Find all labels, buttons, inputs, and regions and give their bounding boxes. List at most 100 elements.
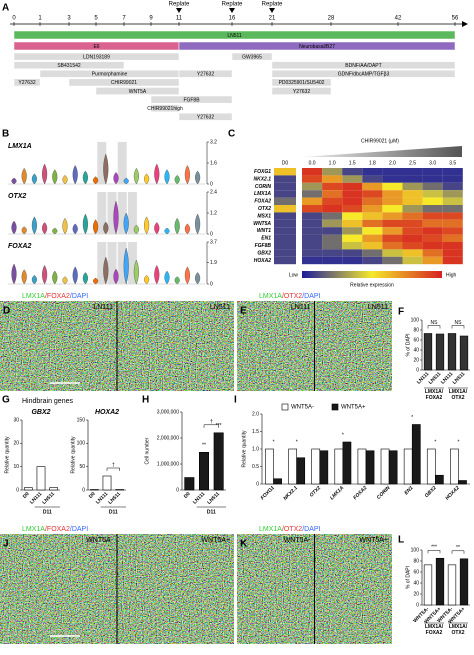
timeline-bar-label: CHIR99021: [111, 80, 137, 86]
bar: [423, 564, 433, 606]
x-tick-label: 1: [38, 16, 42, 22]
replate-label: Replate: [262, 2, 283, 8]
heat-cell: [342, 242, 363, 250]
heat-cell: [322, 205, 343, 213]
row-label: FGF8B: [255, 243, 272, 249]
x-tick-label: D0: [183, 491, 192, 500]
violin: [82, 213, 88, 235]
panel-letter: J: [3, 539, 9, 550]
y-tick-label: 2,000,000: [157, 435, 179, 441]
bar: [447, 333, 457, 371]
heat-cell: [342, 212, 363, 220]
image-title: LMX1A/FOXA2/DAPI: [22, 526, 88, 533]
legend-label: WNT5A-: [291, 405, 314, 411]
bar: [319, 450, 329, 485]
group-label-line: LMX1A/: [425, 389, 444, 395]
bar: [273, 478, 282, 485]
violin: [93, 176, 99, 185]
title-part: LMX1A: [259, 293, 282, 300]
violin: [62, 276, 68, 285]
violin: [11, 263, 17, 285]
annotation: *: [342, 432, 344, 438]
heat-cell: [274, 168, 296, 176]
heat-cell: [362, 242, 383, 250]
heat-cell: [274, 212, 296, 220]
gene-label: OTX2: [8, 193, 26, 200]
title-part: LMX1A: [22, 526, 45, 533]
row-label: WNT5A: [253, 221, 271, 227]
row-label: FOXG1: [254, 169, 271, 175]
violin: [164, 169, 170, 185]
highlight: [97, 192, 107, 234]
heat-cell: [362, 205, 383, 213]
heat-cell: [362, 190, 383, 198]
y-tick-label: 100: [77, 441, 86, 447]
bar: [365, 450, 375, 485]
replate-marker: [269, 8, 275, 13]
group-label: LMX1A/OTX2: [449, 624, 468, 636]
title-part: /DAPI: [70, 526, 88, 533]
heat-cell: [342, 227, 363, 235]
violin: [82, 272, 88, 285]
heat-cell: [422, 242, 443, 250]
bar: [265, 448, 274, 485]
violin: [113, 172, 119, 185]
timeline-bar: [95, 87, 180, 95]
bar: [380, 448, 390, 485]
heat-cell: [402, 168, 423, 176]
heat-cell: [402, 205, 423, 213]
bar: [357, 448, 367, 485]
y-tick-label: 10: [13, 464, 19, 470]
annotation: **: [456, 545, 460, 551]
timeline-bar: [271, 78, 332, 87]
violin: [164, 270, 170, 285]
x-tick-label: 11: [176, 16, 183, 22]
violin: [103, 153, 109, 185]
timeline-bar-label: Purmorphamine: [92, 72, 128, 78]
row-label: FOXA2: [254, 199, 271, 205]
y-tick-label: 1.9: [210, 260, 217, 266]
highlight: [107, 242, 117, 284]
annotation: **: [202, 443, 206, 449]
image-title: LMX1A/OTX2/DAPI: [259, 526, 321, 533]
violin: [103, 256, 109, 285]
violin: [123, 177, 129, 185]
bracket: [451, 325, 465, 329]
heat-cell: [342, 219, 363, 228]
heat-cell: [322, 175, 343, 183]
violin: [31, 216, 37, 235]
timeline-bar-label: Y27632: [18, 80, 35, 86]
heat-cell: [274, 227, 296, 235]
x-tick-label: LMX1A: [329, 485, 346, 502]
legend-swatch: [331, 403, 339, 411]
y-axis-label: Relative quantity: [4, 436, 10, 473]
y-tick-label: 80: [413, 327, 419, 333]
y-axis-label: Relative quantity: [70, 436, 76, 473]
heat-cell: [402, 249, 423, 257]
image-label: WNT5A+: [359, 537, 388, 544]
violin: [42, 163, 48, 185]
annotation: ***: [431, 545, 437, 551]
chart-title: HOXA2: [95, 409, 119, 416]
panel-letter: D: [3, 306, 10, 317]
violin: [42, 265, 48, 285]
x-tick-label: FOXA2: [352, 485, 368, 501]
heat-cell: [382, 242, 403, 250]
x-axis-label: D11: [207, 509, 216, 515]
row-label: NKX2.1: [253, 176, 271, 182]
column-label: 0.0: [309, 160, 316, 166]
heat-cell: [382, 249, 403, 257]
heat-cell: [302, 249, 323, 257]
panel-letter: K: [240, 539, 248, 550]
heat-cell: [382, 168, 403, 176]
heat-cell: [302, 182, 323, 191]
group-label-line: FOXA2: [426, 630, 443, 636]
timeline-bar: [271, 69, 456, 78]
panel-letter: E: [240, 306, 247, 317]
legend-high: High: [446, 272, 457, 278]
heat-cell: [382, 197, 403, 205]
violin: [72, 223, 78, 235]
heat-cell: [422, 249, 443, 257]
heat-cell: [302, 205, 323, 213]
heat-cell: [322, 182, 343, 191]
